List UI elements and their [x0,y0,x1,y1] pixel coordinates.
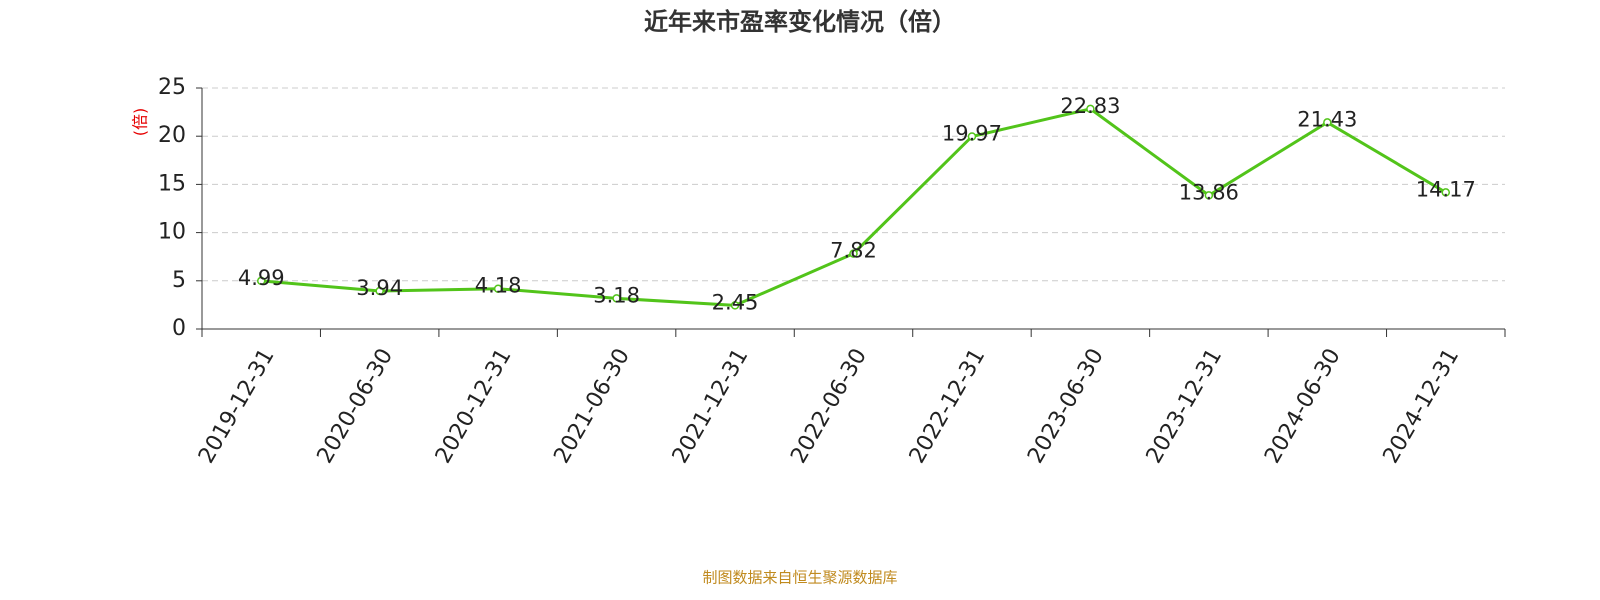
x-tick-label: 2024-06-30 [1260,345,1346,468]
data-label: 14.17 [1416,177,1476,201]
y-axis-label: (倍) [131,108,150,137]
point [375,286,384,296]
x-tick-label: 2019-12-31 [194,345,280,468]
point [1441,188,1451,197]
point [1323,118,1332,127]
data-label: 3.18 [593,283,640,307]
x-tick-label: 2023-12-31 [1142,345,1228,468]
data-label: 4.99 [238,266,285,290]
chart-title: 近年来市盈率变化情况（倍） [644,8,956,36]
data-label: 19.97 [942,121,1002,145]
point [1204,191,1214,200]
point [730,301,740,310]
x-tick-label: 2022-06-30 [786,345,872,468]
point [1086,104,1095,114]
x-tick-label: 2021-12-31 [668,345,754,468]
y-tick-label: 10 [158,220,186,245]
data-label: 21.43 [1297,107,1357,131]
source-note: 制图数据来自恒生聚源数据库 [702,569,897,587]
data-label: 13.86 [1179,180,1239,204]
x-tick-label: 2021-06-30 [549,345,635,468]
x-tick-label: 2023-06-30 [1023,345,1109,468]
y-tick-label: 15 [158,171,186,196]
data-label: 2.45 [712,290,759,314]
data-label: 22.83 [1060,94,1120,118]
point [849,249,858,258]
data-label: 3.94 [356,276,403,300]
point [493,284,503,293]
data-label: 4.18 [475,274,522,298]
y-tick-label: 5 [172,268,186,293]
line [261,107,1447,307]
point [967,132,977,141]
point [256,276,266,286]
y-tick-label: 25 [158,75,186,100]
y-tick-label: 20 [158,123,186,148]
x-tick-label: 2024-12-31 [1379,345,1465,468]
y-tick-label: 0 [172,316,186,341]
point [612,294,621,303]
x-tick-label: 2020-12-31 [431,345,517,468]
data-label: 7.82 [830,239,877,263]
x-tick-label: 2022-12-31 [905,345,991,468]
x-tick-label: 2020-06-30 [312,345,398,468]
